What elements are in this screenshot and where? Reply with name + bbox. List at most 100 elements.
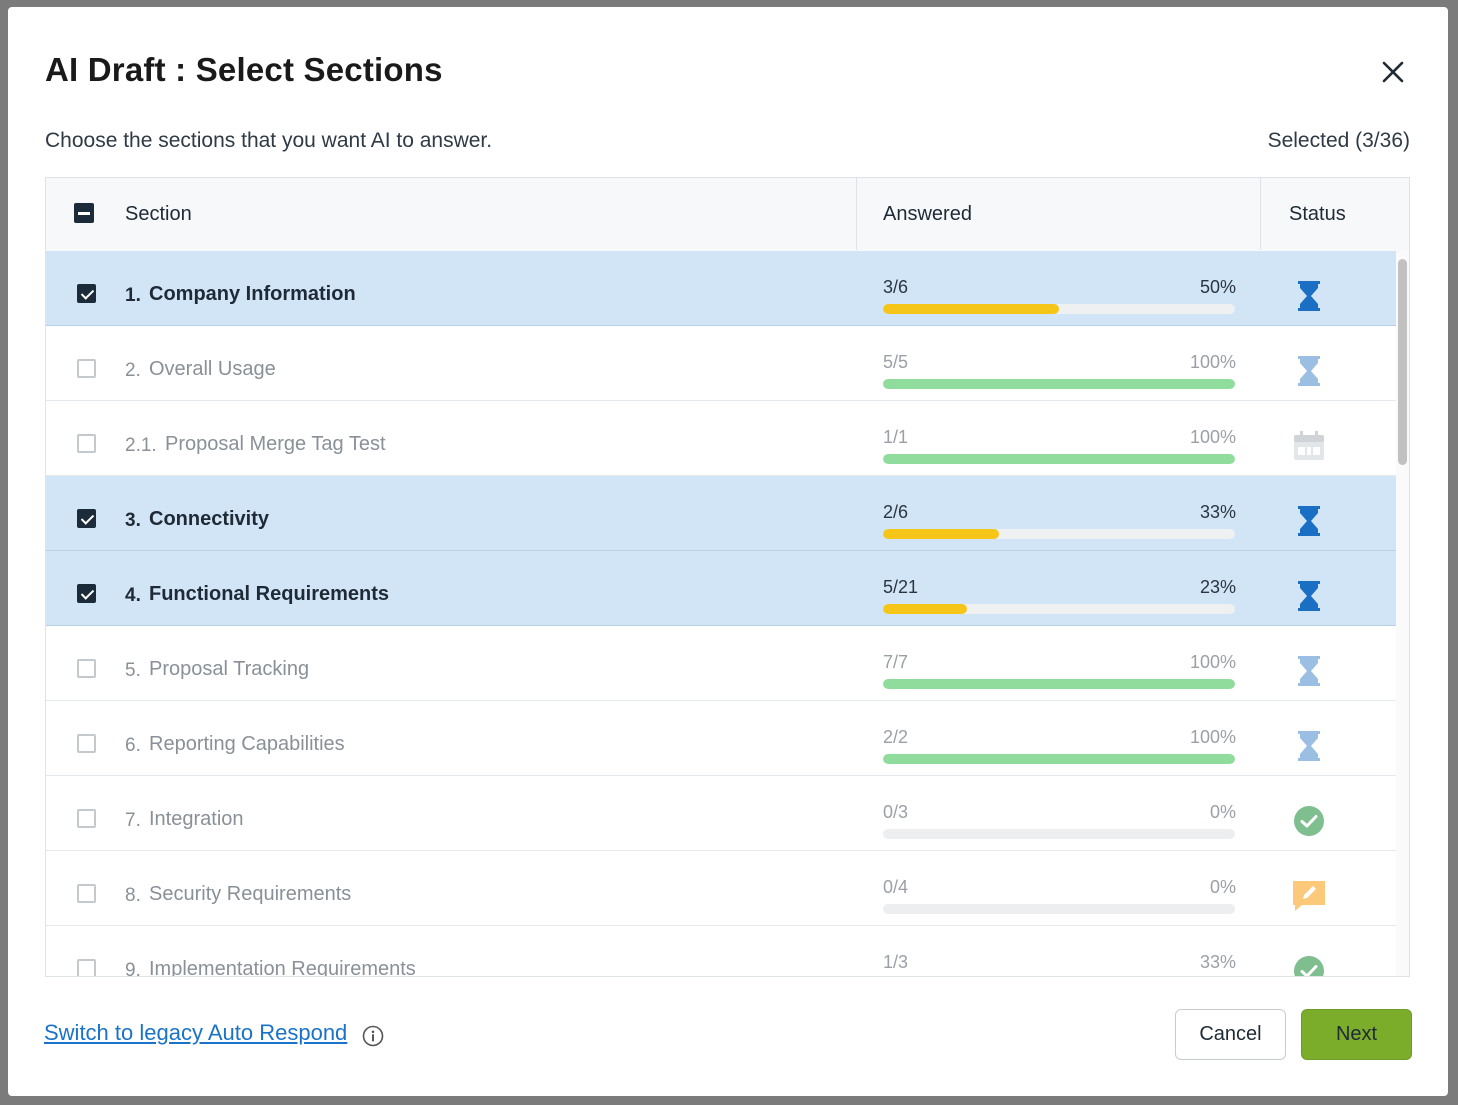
column-divider bbox=[1260, 178, 1261, 250]
answered-count: 2/2 bbox=[883, 727, 909, 747]
answered-count: 1/1 bbox=[883, 427, 909, 447]
row-checkbox[interactable] bbox=[77, 959, 96, 976]
dialog-subtitle: Choose the sections that you want AI to … bbox=[45, 129, 493, 152]
row-checkbox[interactable] bbox=[77, 359, 96, 378]
cancel-button[interactable]: Cancel bbox=[1175, 1009, 1286, 1060]
section-name: Proposal Tracking bbox=[149, 658, 310, 680]
answered-percent: 33% bbox=[1199, 502, 1236, 522]
progress-bar bbox=[883, 829, 1235, 839]
check-circle-icon bbox=[1292, 804, 1326, 838]
table-row[interactable]: 2.1. Proposal Merge Tag Test 1/1 100% bbox=[46, 401, 1396, 476]
section-name: Security Requirements bbox=[149, 883, 352, 905]
progress-fill bbox=[883, 604, 968, 614]
status-column-header: Status bbox=[1289, 203, 1346, 225]
hourglass-icon bbox=[1292, 654, 1326, 688]
table-row[interactable]: 3. Connectivity 2/6 33% bbox=[46, 476, 1396, 551]
section-number: 4. bbox=[125, 585, 141, 606]
answered-percent: 0% bbox=[1209, 877, 1236, 897]
section-name: Integration bbox=[149, 808, 244, 830]
close-button[interactable] bbox=[1378, 57, 1408, 87]
progress-bar bbox=[883, 604, 1235, 614]
row-checkbox[interactable] bbox=[77, 434, 96, 453]
hourglass-icon bbox=[1292, 354, 1326, 388]
scrollbar-thumb[interactable] bbox=[1398, 259, 1407, 465]
section-number: 3. bbox=[125, 510, 141, 531]
section-number: 7. bbox=[125, 810, 141, 831]
progress-fill bbox=[883, 679, 1235, 689]
section-name: Proposal Merge Tag Test bbox=[165, 433, 386, 455]
row-checkbox[interactable] bbox=[77, 509, 96, 528]
answered-count: 2/6 bbox=[883, 502, 909, 522]
progress-bar bbox=[883, 379, 1235, 389]
answered-count: 5/5 bbox=[883, 352, 909, 372]
answered-count: 0/4 bbox=[883, 877, 909, 897]
hourglass-icon bbox=[1292, 579, 1326, 613]
table-row[interactable]: 2. Overall Usage 5/5 100% bbox=[46, 326, 1396, 401]
switch-to-legacy-link[interactable]: Switch to legacy Auto Respond bbox=[44, 1020, 348, 1045]
answered-percent: 100% bbox=[1189, 352, 1236, 372]
hourglass-icon bbox=[1292, 729, 1326, 763]
table-header: Section Answered Status bbox=[46, 178, 1409, 252]
section-number: 2.1. bbox=[125, 435, 157, 456]
progress-fill bbox=[883, 529, 1000, 539]
table-row[interactable]: 4. Functional Requirements 5/21 23% bbox=[46, 551, 1396, 626]
section-number: 8. bbox=[125, 885, 141, 906]
progress-fill bbox=[883, 379, 1235, 389]
table-row[interactable]: 9. Implementation Requirements 1/3 33% bbox=[46, 926, 1396, 977]
answered-percent: 23% bbox=[1199, 577, 1236, 597]
next-button[interactable]: Next bbox=[1301, 1009, 1412, 1060]
answered-percent: 100% bbox=[1189, 652, 1236, 672]
table-row[interactable]: 6. Reporting Capabilities 2/2 100% bbox=[46, 701, 1396, 776]
answered-count: 5/21 bbox=[883, 577, 919, 597]
table-row[interactable]: 7. Integration 0/3 0% bbox=[46, 776, 1396, 851]
progress-fill bbox=[883, 454, 1235, 464]
section-number: 9. bbox=[125, 960, 141, 977]
row-checkbox[interactable] bbox=[77, 284, 96, 303]
answered-column-header: Answered bbox=[883, 203, 972, 225]
row-checkbox[interactable] bbox=[77, 659, 96, 678]
section-number: 5. bbox=[125, 660, 141, 681]
hourglass-icon bbox=[1292, 279, 1326, 313]
row-checkbox[interactable] bbox=[77, 884, 96, 903]
progress-bar bbox=[883, 754, 1235, 764]
answered-count: 0/3 bbox=[883, 802, 909, 822]
section-name: Company Information bbox=[149, 283, 356, 305]
edit-note-icon bbox=[1292, 879, 1326, 913]
answered-count: 7/7 bbox=[883, 652, 909, 672]
row-checkbox[interactable] bbox=[77, 809, 96, 828]
check-circle-icon bbox=[1292, 954, 1326, 976]
select-all-checkbox[interactable] bbox=[74, 203, 94, 223]
table-row[interactable]: 1. Company Information 3/6 50% bbox=[46, 251, 1396, 326]
section-column-header: Section bbox=[125, 203, 192, 225]
table-row[interactable]: 5. Proposal Tracking 7/7 100% bbox=[46, 626, 1396, 701]
answered-percent: 50% bbox=[1199, 277, 1236, 297]
section-number: 1. bbox=[125, 285, 141, 306]
column-divider bbox=[856, 178, 857, 250]
section-number: 6. bbox=[125, 735, 141, 756]
info-icon[interactable] bbox=[362, 1025, 384, 1047]
answered-percent: 100% bbox=[1189, 727, 1236, 747]
progress-bar bbox=[883, 904, 1235, 914]
answered-count: 1/3 bbox=[883, 952, 909, 972]
progress-fill bbox=[883, 754, 1235, 764]
progress-bar bbox=[883, 454, 1235, 464]
section-name: Functional Requirements bbox=[149, 583, 390, 605]
ai-draft-dialog: AI Draft : Select Sections Choose the se… bbox=[8, 7, 1448, 1096]
answered-percent: 33% bbox=[1199, 952, 1236, 972]
close-icon[interactable] bbox=[1381, 60, 1405, 84]
dialog-title: AI Draft : Select Sections bbox=[45, 51, 443, 88]
table-row[interactable]: 8. Security Requirements 0/4 0% bbox=[46, 851, 1396, 926]
row-checkbox[interactable] bbox=[77, 734, 96, 753]
progress-bar bbox=[883, 529, 1235, 539]
hourglass-icon bbox=[1292, 504, 1326, 538]
row-checkbox[interactable] bbox=[77, 584, 96, 603]
section-name: Connectivity bbox=[149, 508, 270, 530]
answered-percent: 0% bbox=[1209, 802, 1236, 822]
answered-count: 3/6 bbox=[883, 277, 909, 297]
progress-bar bbox=[883, 679, 1235, 689]
calendar-icon bbox=[1292, 429, 1326, 463]
section-name: Implementation Requirements bbox=[149, 958, 416, 977]
section-number: 2. bbox=[125, 360, 141, 381]
sections-table: Section Answered Status 1. Company Inform… bbox=[45, 177, 1410, 977]
selected-count: Selected (3/36) bbox=[1267, 129, 1410, 152]
